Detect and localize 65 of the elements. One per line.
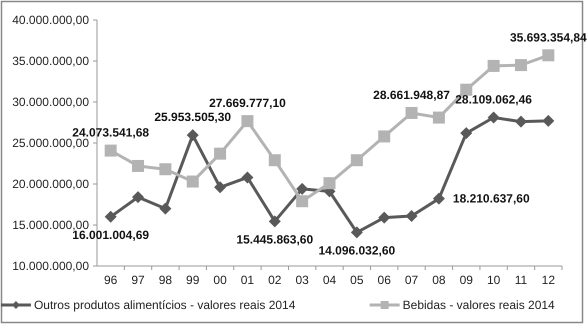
x-tick-label: 96: [104, 273, 118, 287]
x-tick-label: 12: [542, 273, 556, 287]
y-tick-label: 30.000.000,00: [12, 95, 90, 109]
point: [214, 181, 226, 194]
point: [514, 59, 527, 72]
point: [460, 127, 472, 140]
point: [542, 114, 554, 127]
x-tick-label: 98: [158, 273, 172, 287]
point: [488, 60, 500, 72]
point: [350, 226, 363, 238]
x-tick-label: 08: [432, 273, 446, 287]
point: [268, 215, 281, 228]
point: [159, 202, 172, 215]
point: [460, 84, 472, 96]
point: [324, 177, 336, 190]
y-tick-label: 10.000.000,00: [12, 259, 90, 273]
data-label: 18.210.637,60: [452, 192, 530, 206]
point: [104, 210, 117, 223]
point: [488, 112, 500, 124]
data-label: 14.096.032,60: [318, 243, 396, 258]
point: [132, 191, 144, 204]
point: [296, 195, 308, 208]
x-tick-label: 10: [486, 273, 501, 287]
point: [378, 212, 390, 224]
data-label: 27.669.777,10: [209, 96, 286, 110]
point: [104, 144, 117, 157]
y-tick-label: 20.000.000,00: [12, 177, 90, 191]
point: [432, 192, 445, 205]
x-tick-label: 01: [240, 273, 254, 287]
data-label: 15.445.863,60: [236, 232, 314, 246]
point: [296, 182, 308, 195]
legend-label: Outros produtos alimentícios - valores reais 2014: [34, 298, 296, 312]
point: [186, 129, 199, 142]
y-tick-label: 40.000.000,00: [12, 13, 90, 27]
x-tick-label: 97: [131, 273, 146, 287]
point: [378, 130, 390, 142]
point: [132, 160, 144, 172]
x-tick-label: 02: [268, 273, 282, 287]
x-tick-label: 00: [213, 273, 228, 287]
data-label: 28.661.948,87: [373, 88, 450, 102]
legend-label: Bebidas - valores reais 2014: [402, 298, 556, 312]
point: [432, 112, 445, 124]
point: [241, 115, 254, 128]
point: [406, 210, 418, 222]
point: [350, 154, 363, 166]
point: [186, 176, 199, 188]
data-label: 28.109.062,46: [455, 92, 532, 107]
point: [514, 116, 527, 128]
x-tick-label: 03: [295, 273, 310, 287]
x-tick-label: 09: [460, 273, 474, 287]
point: [159, 163, 172, 176]
point: [268, 154, 281, 166]
x-tick-label: 04: [322, 273, 336, 287]
point: [542, 49, 554, 62]
y-tick-label: 35.000.000,00: [12, 54, 90, 68]
x-tick-label: 99: [186, 273, 200, 287]
x-tick-label: 07: [404, 273, 419, 287]
point: [214, 148, 226, 160]
point: [241, 171, 254, 184]
data-label: 25.953.505,30: [154, 110, 232, 124]
x-tick-label: 06: [378, 273, 392, 287]
data-label: 35.693.354,84: [510, 30, 587, 44]
x-tick-label: 05: [350, 273, 364, 287]
x-tick-label: 11: [514, 273, 528, 287]
point: [406, 106, 418, 119]
